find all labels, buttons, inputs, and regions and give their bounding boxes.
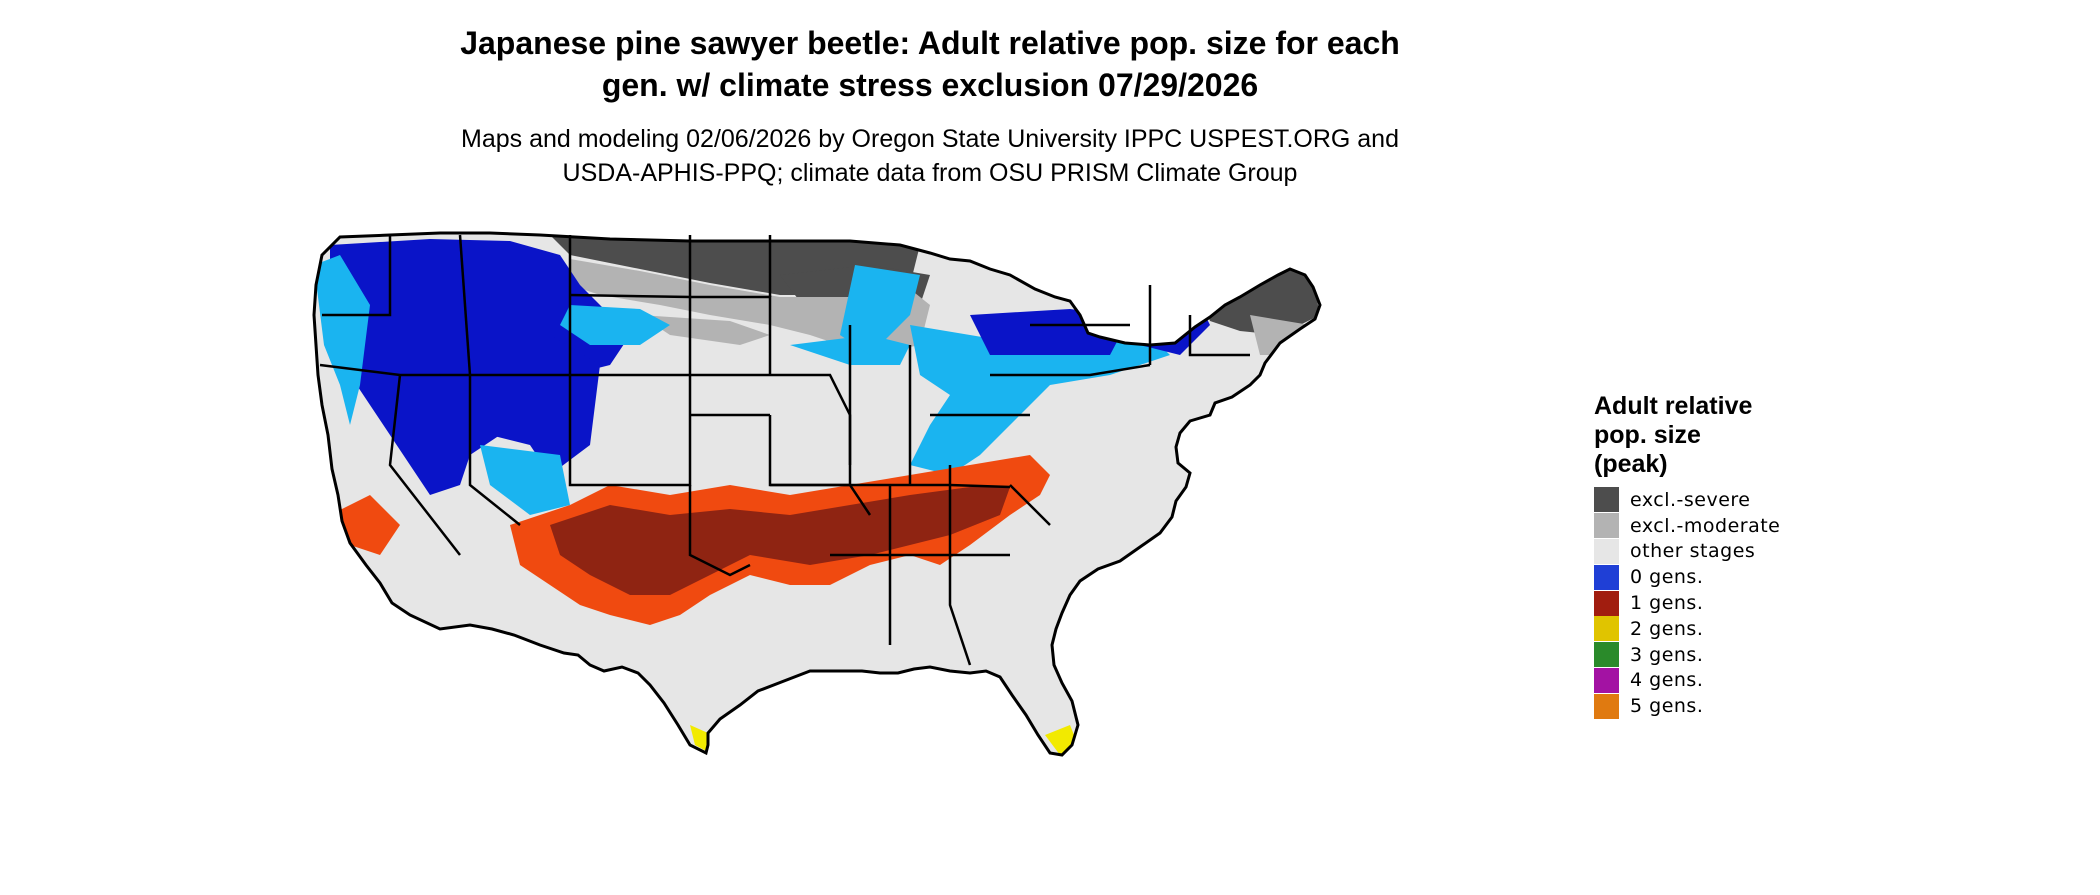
- legend-label: excl.-severe: [1630, 488, 1751, 511]
- legend-item: excl.-moderate: [1594, 513, 1814, 539]
- region-excl-severe-new-york-north: [1150, 285, 1200, 321]
- region-excl-moderate-plains: [570, 259, 930, 355]
- legend-title-line-1: Adult relative: [1594, 392, 1753, 420]
- legend-swatch: [1594, 642, 1619, 668]
- legend-swatch: [1594, 538, 1619, 564]
- legend-list: excl.-severe excl.-moderate other stages 0 …: [1594, 487, 1814, 719]
- legend-item: 1 gens.: [1594, 590, 1814, 616]
- legend-title: Adult relative pop. size (peak): [1594, 392, 1814, 479]
- title-line-1: Japanese pine sawyer beetle: Adult relat…: [460, 25, 1400, 61]
- subtitle-line-1: Maps and modeling 02/06/2026 by Oregon S…: [461, 125, 1399, 153]
- legend-swatch: [1594, 590, 1619, 616]
- us-map-svg: [312, 231, 1322, 757]
- map-subtitle: Maps and modeling 02/06/2026 by Oregon S…: [400, 122, 1460, 190]
- legend-label: other stages: [1630, 540, 1756, 563]
- legend-label: 0 gens.: [1630, 566, 1704, 589]
- legend-swatch: [1594, 513, 1619, 539]
- legend-title-line-3: (peak): [1594, 450, 1668, 478]
- legend-label: 3 gens.: [1630, 643, 1704, 666]
- region-excl-moderate-nebraska: [640, 315, 770, 345]
- legend: Adult relative pop. size (peak) excl.-se…: [1594, 392, 1814, 719]
- legend-label: 1 gens.: [1630, 592, 1704, 615]
- legend-swatch: [1594, 667, 1619, 693]
- legend-item: 0 gens.: [1594, 564, 1814, 590]
- state-borders: [319, 234, 1250, 666]
- legend-item: 3 gens.: [1594, 642, 1814, 668]
- map-title: Japanese pine sawyer beetle: Adult relat…: [400, 22, 1460, 106]
- legend-item: 2 gens.: [1594, 616, 1814, 642]
- legend-item: excl.-severe: [1594, 487, 1814, 513]
- legend-swatch: [1594, 564, 1619, 590]
- region-zero-gen-light-pacific: [314, 255, 370, 425]
- subtitle-line-2: USDA-APHIS-PPQ; climate data from OSU PR…: [562, 159, 1298, 187]
- title-line-2: gen. w/ climate stress exclusion 07/29/2…: [601, 67, 1259, 103]
- legend-swatch: [1594, 616, 1619, 642]
- region-two-gen-south-texas: [690, 725, 710, 753]
- region-zero-gen-light-dakotas: [560, 305, 670, 345]
- region-zero-gen-light-michigan: [840, 265, 920, 355]
- legend-label: excl.-moderate: [1630, 514, 1781, 537]
- region-zero-gen-dark-rockies: [430, 335, 600, 475]
- region-one-gen-dark-south: [550, 487, 1010, 595]
- us-map: [310, 225, 1560, 895]
- region-zero-gen-dark-pennsylvania: [970, 309, 1130, 355]
- legend-item: other stages: [1594, 538, 1814, 565]
- legend-swatch: [1594, 693, 1619, 719]
- legend-item: 4 gens.: [1594, 667, 1814, 694]
- legend-label: 2 gens.: [1630, 617, 1704, 640]
- legend-title-line-2: pop. size: [1594, 421, 1701, 449]
- legend-label: 5 gens.: [1630, 695, 1704, 718]
- legend-label: 4 gens.: [1630, 669, 1704, 692]
- region-zero-gen-light-newmexico: [480, 445, 570, 515]
- legend-swatch: [1594, 487, 1619, 513]
- legend-item: 5 gens.: [1594, 693, 1814, 719]
